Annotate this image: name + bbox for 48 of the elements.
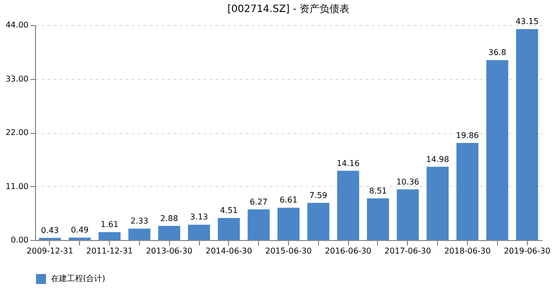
bar <box>158 226 180 240</box>
data-label: 36.8 <box>488 48 506 58</box>
bar <box>486 60 508 240</box>
data-label: 19.86 <box>456 130 479 140</box>
y-tick-label: 44.00 <box>6 20 28 30</box>
data-label: 3.13 <box>190 212 208 222</box>
data-label: 1.61 <box>100 220 118 230</box>
x-tick-label: 2013-06-30 <box>146 246 192 256</box>
x-tick-label: 2014-06-30 <box>206 246 252 256</box>
bar <box>278 208 300 240</box>
data-label: 43.15 <box>516 17 539 26</box>
y-tick-label: 0.00 <box>10 236 28 244</box>
data-label: 0.49 <box>70 226 89 235</box>
y-tick-label: 33.00 <box>6 74 28 84</box>
bar <box>366 198 389 240</box>
data-label: 6.61 <box>280 196 298 205</box>
bar <box>396 189 419 240</box>
x-tick-label: 2019-06-30 <box>504 246 550 256</box>
bar <box>337 170 360 240</box>
x-tick-label: 2011-12-31 <box>86 246 133 256</box>
chart-title: [002714.SZ] - 资产负债表 <box>227 3 350 16</box>
x-tick-label: 2015-06-30 <box>265 246 312 256</box>
bar <box>188 224 210 240</box>
data-label: 4.51 <box>220 206 238 215</box>
data-label: 14.98 <box>426 154 450 164</box>
x-tick-label: 2016-06-30 <box>324 246 372 256</box>
y-tick-label: 11.00 <box>6 182 28 191</box>
bar <box>128 228 150 240</box>
bar <box>456 142 478 240</box>
bar <box>307 202 330 240</box>
bar <box>98 232 121 240</box>
data-label: 8.51 <box>369 186 387 196</box>
y-tick-label: 22.00 <box>6 128 28 137</box>
legend-label: 在建工程(合计) <box>51 274 106 283</box>
data-label: 10.36 <box>396 177 420 186</box>
bar <box>218 218 240 240</box>
data-label: 6.27 <box>250 197 268 206</box>
x-tick-label: 2009-12-31 <box>26 246 74 256</box>
x-tick-label: 2017-06-30 <box>384 246 432 256</box>
data-label: 2.33 <box>130 216 148 226</box>
data-label: 7.59 <box>309 190 328 200</box>
data-label: 2.88 <box>160 214 178 223</box>
data-label: 14.16 <box>336 158 360 168</box>
bar <box>426 166 449 240</box>
data-label: 0.43 <box>41 226 59 235</box>
bar <box>248 209 270 240</box>
x-tick-label: 2018-06-30 <box>444 246 491 256</box>
bar <box>516 29 538 240</box>
